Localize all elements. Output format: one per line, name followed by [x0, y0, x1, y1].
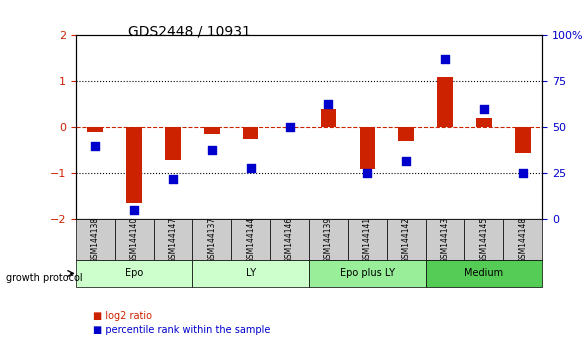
FancyBboxPatch shape: [153, 219, 192, 260]
FancyBboxPatch shape: [348, 219, 387, 260]
FancyBboxPatch shape: [76, 219, 115, 260]
Text: ■ percentile rank within the sample: ■ percentile rank within the sample: [93, 325, 271, 335]
FancyBboxPatch shape: [426, 219, 465, 260]
FancyBboxPatch shape: [309, 260, 426, 287]
Point: [285, 125, 294, 130]
FancyBboxPatch shape: [192, 219, 231, 260]
Text: Epo plus LY: Epo plus LY: [340, 268, 395, 279]
FancyBboxPatch shape: [270, 219, 309, 260]
Point: [207, 147, 216, 152]
Bar: [476, 118, 491, 127]
Point: [363, 171, 372, 176]
Text: growth protocol: growth protocol: [6, 273, 82, 283]
Point: [168, 176, 178, 182]
Point: [129, 207, 139, 213]
Bar: [165, 127, 181, 160]
Text: GSM144137: GSM144137: [208, 217, 216, 263]
FancyBboxPatch shape: [426, 260, 542, 287]
Bar: [398, 127, 414, 141]
FancyBboxPatch shape: [309, 219, 348, 260]
FancyBboxPatch shape: [503, 219, 542, 260]
Text: Epo: Epo: [125, 268, 143, 279]
Point: [479, 106, 489, 112]
Bar: [360, 127, 375, 169]
Point: [402, 158, 411, 164]
Text: GSM144146: GSM144146: [285, 217, 294, 263]
Text: GSM144141: GSM144141: [363, 217, 372, 263]
Text: GSM144144: GSM144144: [246, 217, 255, 263]
Point: [324, 101, 333, 106]
Point: [518, 171, 528, 176]
FancyBboxPatch shape: [387, 219, 426, 260]
Point: [90, 143, 100, 149]
Text: LY: LY: [245, 268, 256, 279]
Text: GDS2448 / 10931: GDS2448 / 10931: [128, 25, 251, 39]
Text: GSM144148: GSM144148: [518, 217, 527, 263]
FancyBboxPatch shape: [231, 219, 270, 260]
Bar: [515, 127, 531, 153]
Bar: [437, 77, 453, 127]
Text: GSM144140: GSM144140: [129, 217, 139, 263]
Bar: [243, 127, 258, 139]
Bar: [204, 127, 220, 134]
Point: [440, 57, 449, 62]
Bar: [87, 127, 103, 132]
Text: GSM144139: GSM144139: [324, 217, 333, 263]
FancyBboxPatch shape: [76, 260, 192, 287]
Bar: [321, 109, 336, 127]
Text: GSM144145: GSM144145: [479, 217, 489, 263]
Text: GSM144138: GSM144138: [91, 217, 100, 263]
Text: GSM144143: GSM144143: [441, 217, 449, 263]
Text: Medium: Medium: [464, 268, 504, 279]
Bar: [127, 127, 142, 203]
Text: GSM144142: GSM144142: [402, 217, 410, 263]
Text: ■ log2 ratio: ■ log2 ratio: [93, 310, 152, 321]
Point: [246, 165, 255, 171]
Text: GSM144147: GSM144147: [168, 217, 177, 263]
FancyBboxPatch shape: [115, 219, 153, 260]
FancyBboxPatch shape: [465, 219, 503, 260]
FancyBboxPatch shape: [192, 260, 309, 287]
